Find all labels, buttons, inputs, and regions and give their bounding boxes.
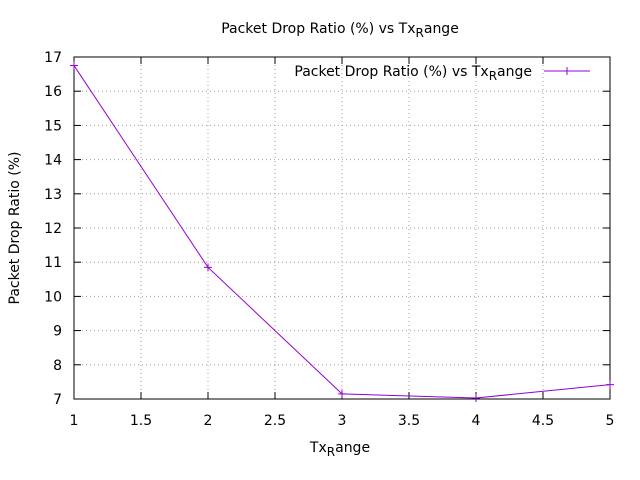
- x-axis-label-main: Tx: [309, 440, 327, 456]
- x-axis-label-sub: R: [327, 445, 335, 459]
- x-tick-label: 2.5: [264, 413, 286, 429]
- data-point-marker: [204, 263, 212, 272]
- y-tick-label: 16: [44, 84, 62, 100]
- x-tick-label: 2: [204, 413, 213, 429]
- series-layer: [70, 61, 614, 402]
- y-axis-label: Packet Drop Ratio (%): [7, 151, 23, 304]
- y-tick-label: 10: [44, 289, 62, 305]
- legend-label-sub: R: [489, 69, 497, 83]
- ticks-layer: 1 1.5 2 2.5 3 3.5 4 4.5 5 7 8 9 10 11 12 13 14 15 16 17: [44, 50, 614, 429]
- x-tick-label: 4.5: [532, 413, 554, 429]
- legend-label-tail: ange: [497, 64, 532, 80]
- x-tick-label: 3: [338, 413, 347, 429]
- x-axis-label-tail: ange: [335, 440, 370, 456]
- x-tick-label: 1: [70, 413, 79, 429]
- y-tick-label: 11: [44, 255, 62, 271]
- data-point-marker: [70, 61, 78, 70]
- chart-title-tail: ange: [424, 21, 459, 37]
- chart-title-main: Packet Drop Ratio (%) vs Tx: [221, 21, 415, 37]
- x-tick-label: 5: [606, 413, 615, 429]
- y-tick-label: 12: [44, 221, 62, 237]
- y-tick-label: 17: [44, 50, 62, 66]
- legend: Packet Drop Ratio (%) vs TxRange: [294, 64, 590, 83]
- data-point-marker: [472, 393, 480, 402]
- legend-marker: [563, 67, 571, 75]
- chart-title: Packet Drop Ratio (%) vs TxRange: [221, 21, 459, 40]
- y-tick-label: 7: [53, 392, 62, 408]
- y-tick-label: 9: [53, 324, 62, 340]
- x-tick-label: 4: [472, 413, 481, 429]
- y-tick-label: 13: [44, 187, 62, 203]
- y-tick-label: 8: [53, 358, 62, 374]
- x-axis-label: TxRange: [309, 440, 370, 459]
- chart-title-sub: R: [416, 26, 424, 40]
- x-tick-label: 1.5: [130, 413, 152, 429]
- y-tick-label: 14: [44, 153, 62, 169]
- grid-layer: [74, 57, 610, 399]
- y-tick-label: 15: [44, 118, 62, 134]
- legend-plus-marker: [563, 67, 571, 75]
- legend-label-main: Packet Drop Ratio (%) vs Tx: [294, 64, 488, 80]
- series-line: [73, 65, 611, 399]
- data-point-marker: [606, 380, 614, 389]
- data-point-marker: [338, 389, 346, 398]
- legend-label: Packet Drop Ratio (%) vs TxRange: [294, 64, 532, 83]
- x-tick-label: 3.5: [398, 413, 420, 429]
